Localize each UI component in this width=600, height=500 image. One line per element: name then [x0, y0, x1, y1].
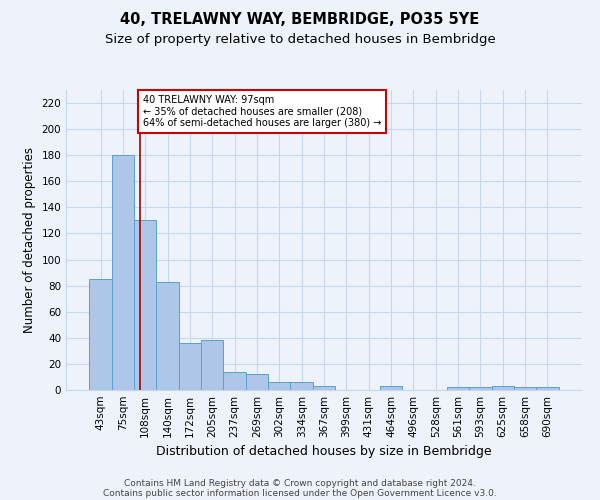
X-axis label: Distribution of detached houses by size in Bembridge: Distribution of detached houses by size …: [156, 446, 492, 458]
Bar: [246, 374, 268, 390]
Bar: [134, 220, 157, 390]
Bar: [157, 282, 179, 390]
Bar: [491, 386, 514, 390]
Text: 40 TRELAWNY WAY: 97sqm
← 35% of detached houses are smaller (208)
64% of semi-de: 40 TRELAWNY WAY: 97sqm ← 35% of detached…: [143, 95, 382, 128]
Bar: [536, 388, 559, 390]
Bar: [313, 386, 335, 390]
Text: Contains HM Land Registry data © Crown copyright and database right 2024.: Contains HM Land Registry data © Crown c…: [124, 478, 476, 488]
Text: 40, TRELAWNY WAY, BEMBRIDGE, PO35 5YE: 40, TRELAWNY WAY, BEMBRIDGE, PO35 5YE: [121, 12, 479, 28]
Y-axis label: Number of detached properties: Number of detached properties: [23, 147, 36, 333]
Bar: [469, 388, 491, 390]
Bar: [514, 388, 536, 390]
Bar: [112, 155, 134, 390]
Bar: [447, 388, 469, 390]
Bar: [201, 340, 223, 390]
Bar: [179, 343, 201, 390]
Bar: [223, 372, 246, 390]
Text: Contains public sector information licensed under the Open Government Licence v3: Contains public sector information licen…: [103, 488, 497, 498]
Bar: [380, 386, 402, 390]
Bar: [290, 382, 313, 390]
Bar: [89, 279, 112, 390]
Bar: [268, 382, 290, 390]
Text: Size of property relative to detached houses in Bembridge: Size of property relative to detached ho…: [104, 32, 496, 46]
